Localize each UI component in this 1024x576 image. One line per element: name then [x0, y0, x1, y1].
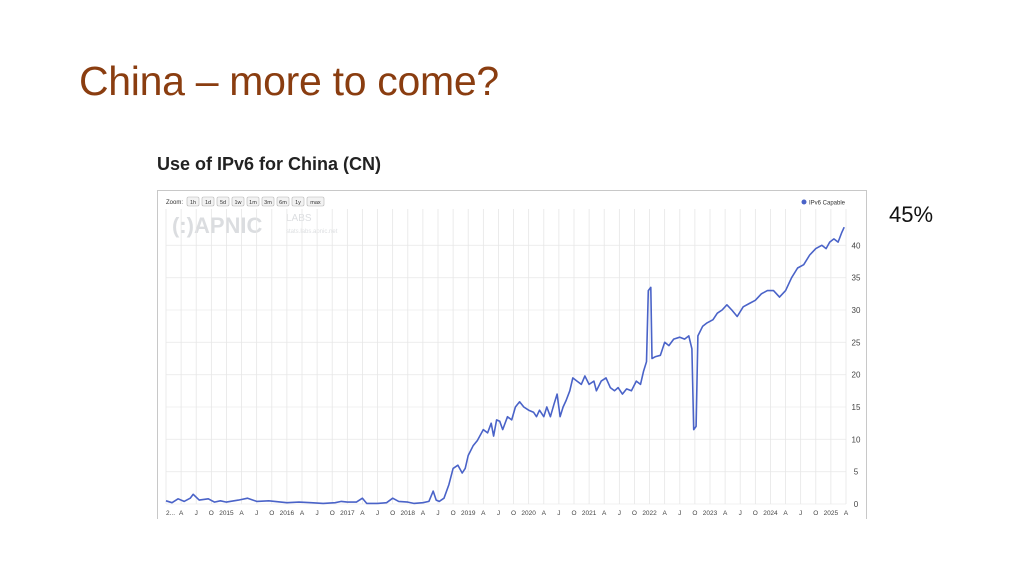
x-tick-label: J [739, 510, 742, 517]
x-tick-label: 2015 [219, 510, 234, 517]
x-tick-label: J [799, 510, 802, 517]
zoom-option-label[interactable]: 3m [264, 200, 272, 206]
watermark-brand: (:)APNIC [172, 213, 263, 238]
x-tick-label: O [753, 510, 758, 517]
x-tick-label: 2016 [280, 510, 295, 517]
zoom-button[interactable] [306, 196, 325, 207]
x-tick-label: 2019 [461, 510, 476, 517]
x-tick-label: O [511, 510, 516, 517]
plot-area [165, 226, 845, 505]
x-tick-label: A [602, 510, 607, 517]
x-tick-label: J [557, 510, 560, 517]
x-tick-label: 2024 [763, 510, 778, 517]
zoom-option-label[interactable]: 1d [205, 200, 211, 206]
x-tick-label: 2018 [401, 510, 416, 517]
x-tick-label: J [195, 510, 198, 517]
annotation-45-percent: 45% [889, 202, 934, 227]
zoom-option-label[interactable]: 5d [220, 200, 226, 206]
x-tick-label: J [315, 510, 318, 517]
x-tick-label: O [390, 510, 395, 517]
zoom-option-label[interactable]: 1w [234, 200, 241, 206]
x-tick-label: A [300, 510, 305, 517]
chart-legend: IPv6 Capable [801, 199, 846, 207]
chart-title: Use of IPv6 for China (CN) [157, 154, 382, 174]
legend-label[interactable]: IPv6 Capable [809, 201, 846, 207]
x-tick-label: A [542, 510, 547, 517]
zoom-option-label[interactable]: max [310, 200, 321, 206]
watermark-url: stats.labs.apnic.net [286, 229, 338, 235]
x-tick-label: J [376, 510, 379, 517]
x-tick-label: J [436, 510, 439, 517]
legend-marker [801, 199, 807, 205]
zoom-button[interactable] [291, 196, 305, 207]
zoom-option-label[interactable]: 1h [190, 200, 196, 206]
x-tick-label: O [571, 510, 576, 517]
zoom-button[interactable] [276, 196, 290, 207]
x-tick-label: 2017 [340, 510, 355, 517]
slide-title: China – more to come? [79, 58, 499, 104]
y-tick-label: 0 [854, 500, 859, 509]
x-tick-label: A [481, 510, 486, 517]
x-tick-label: O [451, 510, 456, 517]
zoom-option-label[interactable]: 1m [249, 200, 257, 206]
y-axis: 0 5 10 15 20 25 30 35 40 [852, 241, 861, 509]
y-tick-label: 5 [854, 468, 859, 477]
zoom-button[interactable] [186, 196, 200, 207]
x-tick-label: J [678, 510, 681, 517]
x-tick-label: O [813, 510, 818, 517]
series-line-ipv6-capable [165, 226, 845, 505]
x-tick-label: O [269, 510, 274, 517]
y-tick-label: 10 [852, 435, 861, 444]
x-tick-label: A [239, 510, 244, 517]
x-tick-label: J [255, 510, 258, 517]
x-tick-label: J [618, 510, 621, 517]
x-tick-label: A [421, 510, 426, 517]
zoom-option-label[interactable]: 6m [279, 200, 287, 206]
x-tick-label: J [497, 510, 500, 517]
ipv6-chart: Zoom: 1h 1d 5d 1w 1m 3m 6m 1y max (:)APNIC LABS … [165, 196, 861, 517]
x-tick-label: A [723, 510, 728, 517]
apnic-labs-watermark: (:)APNIC LABS stats.labs.apnic.net [172, 213, 338, 238]
zoom-button[interactable] [261, 196, 275, 207]
y-tick-label: 40 [852, 241, 861, 250]
x-tick-label: A [662, 510, 667, 517]
x-tick-label: 2020 [521, 510, 536, 517]
zoom-button[interactable] [201, 196, 215, 207]
chart-frame: Zoom: 1h 1d 5d 1w 1m 3m 6m 1y max (:)APNIC LABS … [157, 190, 867, 519]
y-tick-label: 35 [852, 274, 861, 283]
y-tick-label: 30 [852, 306, 861, 315]
x-tick-label: 2021 [582, 510, 597, 517]
y-tick-label: 25 [852, 338, 861, 347]
zoom-label: Zoom: [166, 200, 183, 206]
x-tick-label: A [360, 510, 365, 517]
zoom-option-label[interactable]: 1y [295, 200, 301, 206]
x-tick-label: O [692, 510, 697, 517]
x-tick-label: O [632, 510, 637, 517]
x-tick-label: O [209, 510, 214, 517]
x-tick-label: 2... [166, 510, 175, 517]
x-tick-label: A [179, 510, 184, 517]
x-axis: 2... A J O 2015 A J O 2016 A J O 2017 A J O 2018 A J O 2019 A… [166, 510, 849, 517]
watermark-sub: LABS [286, 213, 312, 224]
x-tick-label: 2022 [642, 510, 657, 517]
chart-grid [165, 209, 847, 505]
zoom-button[interactable] [246, 196, 260, 207]
y-tick-label: 15 [852, 403, 861, 412]
x-tick-label: A [783, 510, 788, 517]
x-tick-label: A [844, 510, 849, 517]
x-tick-label: O [330, 510, 335, 517]
zoom-button[interactable] [231, 196, 245, 207]
zoom-button[interactable] [216, 196, 230, 207]
x-tick-label: 2025 [824, 510, 839, 517]
zoom-toolbar: Zoom: 1h 1d 5d 1w 1m 3m 6m 1y max [166, 196, 325, 207]
y-tick-label: 20 [852, 371, 861, 380]
x-tick-label: 2023 [703, 510, 718, 517]
